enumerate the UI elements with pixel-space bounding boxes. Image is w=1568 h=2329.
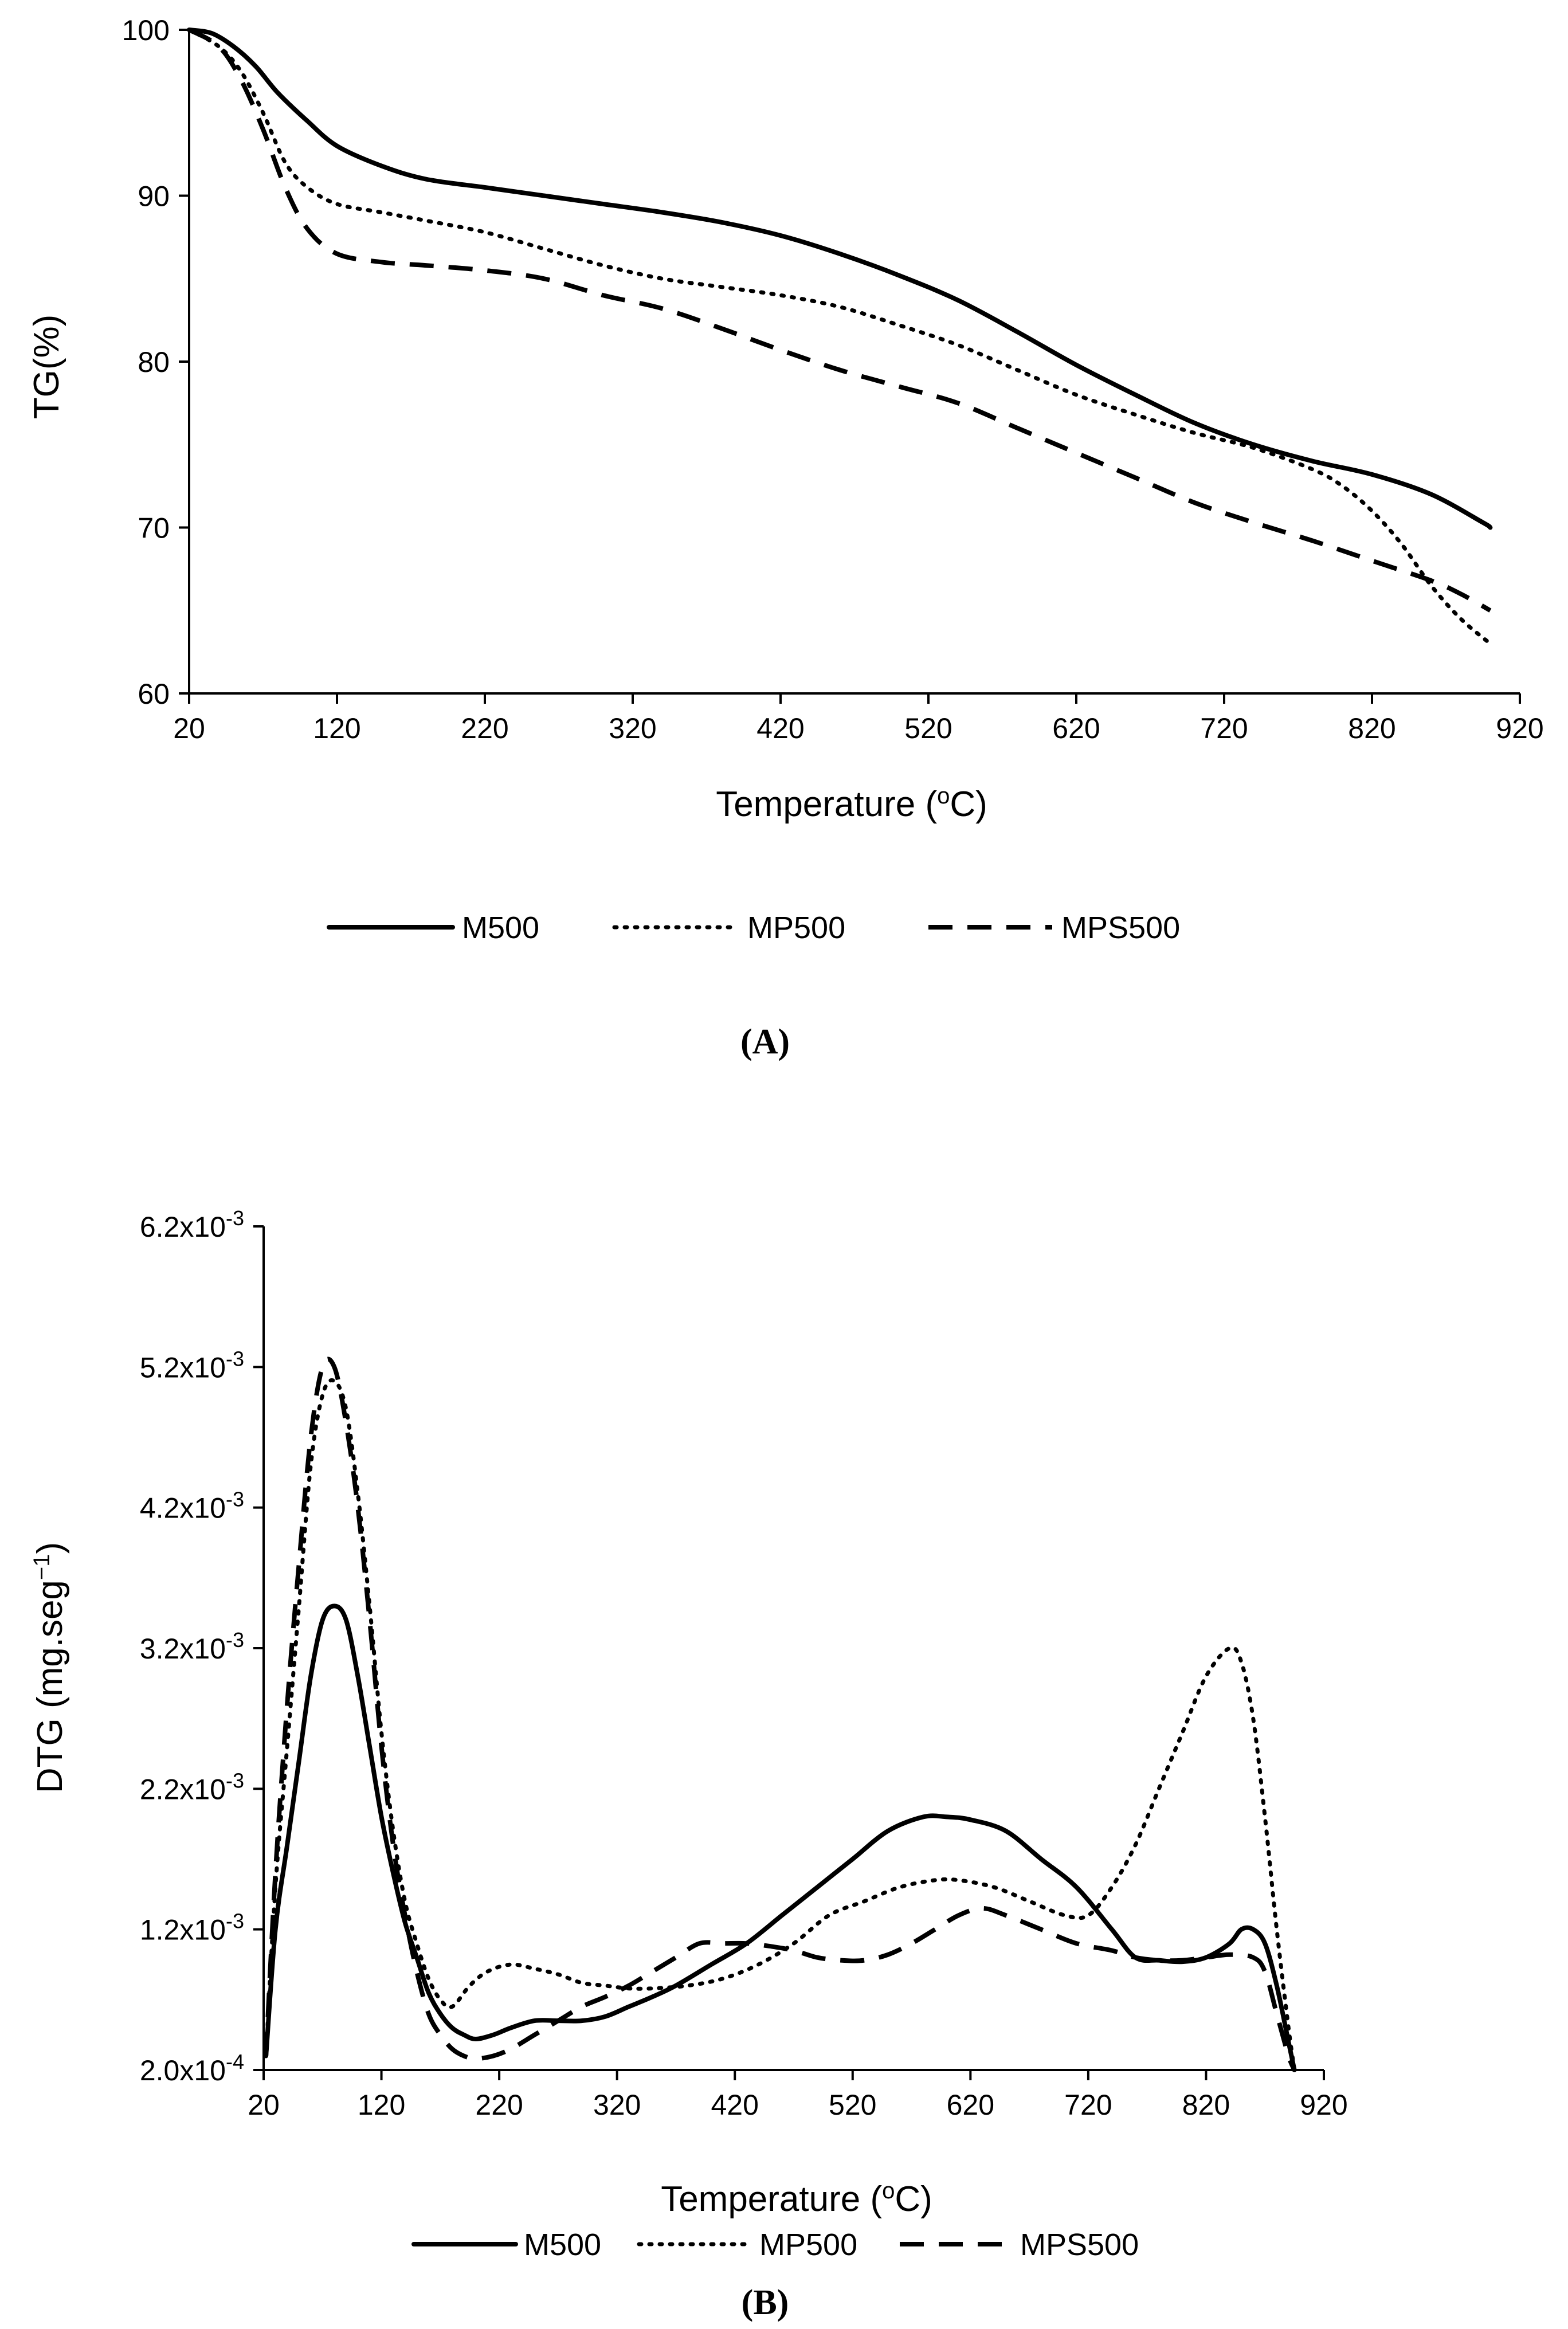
- dtg-y-axis-label: DTG (mg.seg−1): [29, 1542, 70, 1793]
- dtg-x-tick-label: 520: [829, 2089, 876, 2121]
- tg-legend-label-m500: M500: [462, 911, 539, 945]
- dtg-y-tick-label: 6.2x10-3: [140, 1206, 244, 1243]
- dtg-x-tick-label: 820: [1182, 2089, 1230, 2121]
- dtg-x-tick-label: 220: [475, 2089, 523, 2121]
- dtg-series-mps500: [264, 1356, 1297, 2071]
- tg-x-tick-label: 720: [1200, 712, 1248, 744]
- tg-chart: TG(%) Temperature (oC) M500 MP500 MPS500 (…: [27, 14, 1544, 1061]
- dtg-y-tick-label: 1.2x10-3: [140, 1910, 244, 1946]
- tg-x-tick-label: 320: [609, 712, 656, 744]
- tg-x-tick-label: 220: [461, 712, 508, 744]
- tg-legend: M500 MP500 MPS500: [327, 911, 1180, 945]
- tg-series-mp500: [187, 28, 1492, 646]
- dtg-x-tick-label: 20: [248, 2089, 280, 2121]
- dtg-x-tick-label: 720: [1064, 2089, 1112, 2121]
- tg-x-tick-label: 620: [1052, 712, 1100, 744]
- dtg-legend-label-m500: M500: [524, 2228, 601, 2262]
- dtg-legend-label-mps500: MPS500: [1020, 2228, 1139, 2262]
- dtg-x-tick-label: 320: [593, 2089, 641, 2121]
- tg-caption: (A): [740, 1022, 790, 1061]
- tg-series-mps500: [188, 28, 1492, 613]
- tg-x-tick-label: 920: [1496, 712, 1543, 744]
- tg-y-tick-label: 80: [138, 346, 170, 378]
- tg-y-tick-label: 90: [138, 181, 170, 213]
- tg-x-tick-label: 420: [756, 712, 804, 744]
- dtg-legend-label-mp500: MP500: [759, 2228, 857, 2262]
- dtg-series-mp500: [264, 1378, 1297, 2072]
- dtg-x-axis-label: Temperature (oC): [661, 2178, 932, 2219]
- dtg-legend: M500 MP500 MPS500: [411, 2228, 1139, 2262]
- tg-x-tick-label: 520: [904, 712, 952, 744]
- tg-x-tick-label: 120: [313, 712, 360, 744]
- tg-y-tick-label: 100: [122, 14, 170, 46]
- tg-y-tick-label: 70: [138, 512, 170, 544]
- tg-x-tick-label: 20: [173, 712, 205, 744]
- dtg-series-m500: [264, 1603, 1297, 2072]
- dtg-x-tick-label: 620: [947, 2089, 994, 2121]
- dtg-x-tick-label: 420: [711, 2089, 759, 2121]
- dtg-caption: (B): [742, 2283, 789, 2322]
- tg-series-m500: [187, 28, 1493, 530]
- dtg-y-tick-label: 2.2x10-3: [140, 1769, 244, 1805]
- tg-y-axis-label: TG(%): [27, 315, 66, 419]
- dtg-x-tick-label: 920: [1300, 2089, 1347, 2121]
- tg-x-axis-label: Temperature (oC): [716, 783, 987, 824]
- tg-y-tick-label: 60: [138, 678, 170, 710]
- dtg-y-tick-label: 4.2x10-3: [140, 1488, 244, 1524]
- tg-x-tick-label: 820: [1348, 712, 1395, 744]
- dtg-chart: DTG (mg.seg−1) Temperature (oC) M500 MP50…: [29, 1206, 1348, 2322]
- dtg-y-tick-label: 2.0x10-4: [140, 2050, 244, 2087]
- tg-legend-label-mp500: MP500: [747, 911, 845, 945]
- dtg-x-tick-label: 120: [358, 2089, 405, 2121]
- tg-legend-label-mps500: MPS500: [1061, 911, 1180, 945]
- dtg-y-tick-label: 3.2x10-3: [140, 1628, 244, 1665]
- dtg-y-tick-label: 5.2x10-3: [140, 1347, 244, 1383]
